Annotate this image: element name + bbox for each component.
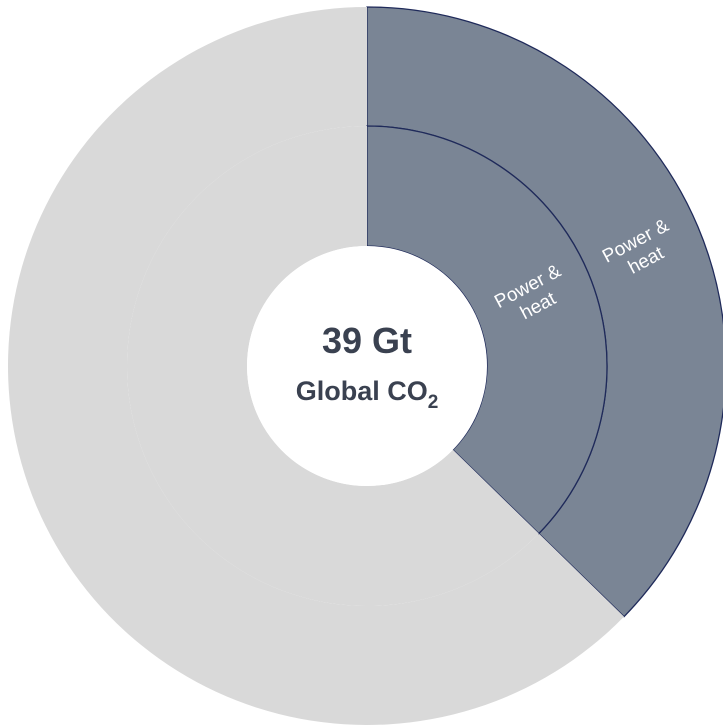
inner-ring-slice-1 (127, 126, 539, 606)
center-hole (247, 246, 487, 486)
center-label: Global CO2 (296, 376, 439, 413)
center-label-subscript: 2 (428, 392, 439, 413)
center-value: 39 Gt (322, 320, 412, 361)
outer-ring-slice-1 (8, 7, 625, 725)
chart-slices (8, 6, 723, 725)
center-label-text: Global CO (296, 376, 428, 406)
